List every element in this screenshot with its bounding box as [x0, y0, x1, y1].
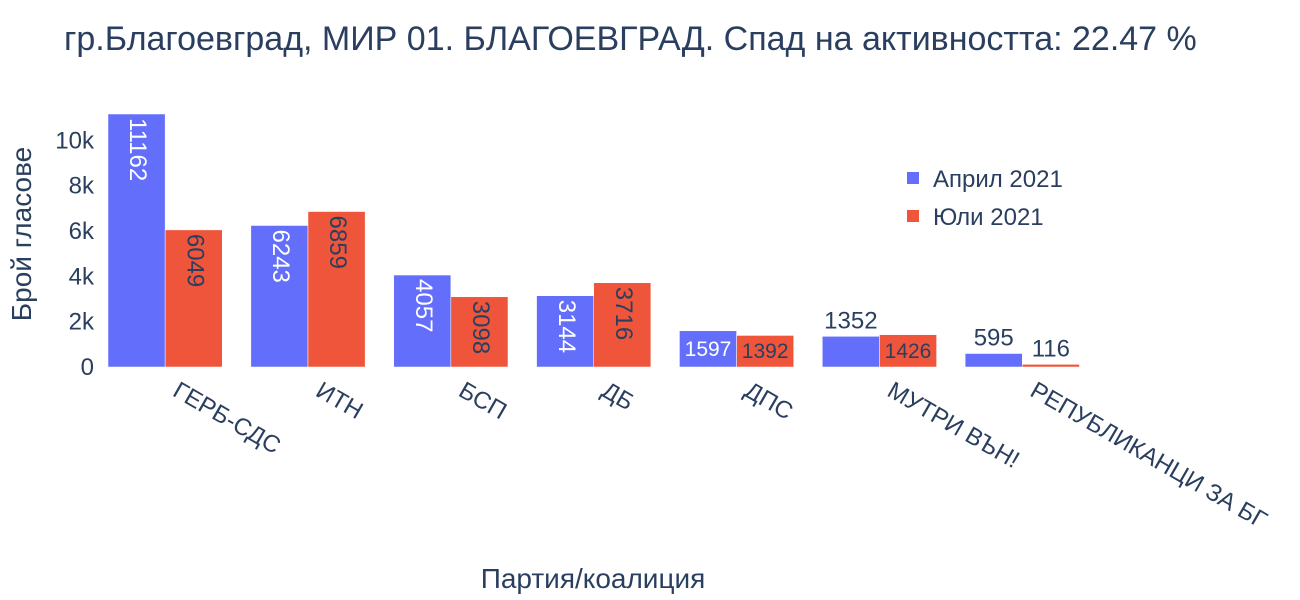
bar[interactable]	[964, 353, 1023, 368]
y-axis: 0 2k 4k 6k 8k 10k	[55, 127, 95, 381]
legend-swatch	[907, 172, 919, 184]
bar[interactable]	[1022, 364, 1080, 368]
x-tick-label: БСП	[454, 377, 511, 425]
bar[interactable]	[736, 335, 794, 368]
bar-value-label: 6859	[324, 216, 351, 269]
bar-value-label: 6243	[267, 229, 294, 282]
bar-value-label: 6049	[181, 234, 208, 287]
legend[interactable]: Април 2021 Юли 2021	[907, 166, 1063, 231]
x-tick-label: ДБ	[597, 377, 638, 416]
legend-item[interactable]: Юли 2021	[933, 204, 1044, 231]
y-tick-label: 2k	[69, 309, 95, 336]
x-tick-label: МУТРИ ВЪН!	[883, 377, 1024, 474]
y-tick-label: 0	[81, 354, 94, 381]
x-tick-label: ИТН	[311, 377, 367, 425]
bar-value-label: 11162	[124, 118, 151, 181]
bar[interactable]	[450, 296, 509, 368]
bar-value-label: 1352	[824, 307, 877, 334]
bar[interactable]	[536, 295, 594, 368]
bar[interactable]	[879, 334, 937, 368]
legend-swatch	[907, 210, 919, 222]
bars: 11162 6049 6243 6859 4057 3098 3144 3716 1597 139…	[107, 113, 1080, 368]
x-tick-label: РЕПУБЛИКАНЦИ ЗА БГ	[1026, 377, 1272, 534]
bar-value-label: 1392	[742, 340, 789, 363]
bar[interactable]	[393, 274, 452, 368]
bar-value-label: 595	[974, 325, 1014, 352]
y-tick-label: 10k	[55, 127, 95, 154]
bar[interactable]	[679, 330, 737, 368]
bar-value-label: 1597	[685, 338, 732, 361]
bar-value-label: 116	[1032, 335, 1070, 362]
y-axis-title: Брой гласове	[6, 147, 37, 321]
x-tick-label: ГЕРБ-СДС	[168, 377, 285, 460]
x-tick-label: ДПС	[740, 377, 798, 426]
bar[interactable]	[250, 225, 309, 368]
y-tick-label: 8k	[69, 173, 95, 200]
bar[interactable]	[822, 336, 880, 368]
bar[interactable]	[593, 282, 652, 368]
chart-title: гр.Благоевград, МИР 01. БЛАГОЕВГРАД. Спа…	[64, 20, 1197, 58]
bar-value-label: 3098	[467, 301, 494, 354]
bar-value-label: 3144	[553, 300, 580, 353]
bar-value-label: 3716	[610, 287, 637, 340]
bar[interactable]	[164, 229, 223, 368]
bar[interactable]	[307, 211, 366, 368]
y-tick-label: 4k	[69, 263, 95, 290]
y-tick-label: 6k	[69, 218, 95, 245]
legend-item[interactable]: Април 2021	[933, 166, 1063, 193]
bar-value-label: 4057	[410, 279, 437, 332]
x-axis-title: Партия/коалиция	[481, 563, 706, 594]
bar[interactable]	[107, 113, 166, 368]
x-axis: ГЕРБ-СДС ИТН БСП ДБ ДПС МУТРИ ВЪН! РЕПУБЛИКАНЦ…	[168, 377, 1271, 534]
bar-value-label: 1426	[885, 340, 932, 363]
